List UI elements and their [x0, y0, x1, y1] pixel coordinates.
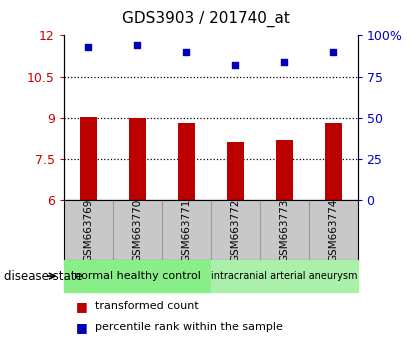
- Text: GSM663772: GSM663772: [230, 198, 240, 262]
- Text: GSM663774: GSM663774: [328, 198, 338, 262]
- Bar: [226, 142, 244, 200]
- Text: intracranial arterial aneurysm: intracranial arterial aneurysm: [211, 271, 357, 281]
- Bar: [210, 260, 358, 292]
- Point: [330, 49, 336, 55]
- Text: normal healthy control: normal healthy control: [74, 271, 201, 281]
- Text: ■: ■: [76, 300, 88, 313]
- Text: ■: ■: [76, 321, 88, 334]
- Point: [183, 49, 189, 55]
- Bar: [80, 117, 97, 200]
- Text: GSM663769: GSM663769: [83, 198, 93, 262]
- Text: percentile rank within the sample: percentile rank within the sample: [95, 322, 282, 332]
- Text: GSM663771: GSM663771: [181, 198, 191, 262]
- Bar: [129, 118, 146, 200]
- Text: GSM663773: GSM663773: [279, 198, 289, 262]
- Text: GDS3903 / 201740_at: GDS3903 / 201740_at: [122, 11, 289, 27]
- Text: disease state: disease state: [4, 270, 83, 282]
- Point: [85, 44, 92, 50]
- Point: [281, 59, 287, 64]
- Point: [232, 62, 238, 68]
- Point: [134, 42, 141, 48]
- Text: transformed count: transformed count: [95, 301, 198, 311]
- Bar: [275, 140, 293, 200]
- Bar: [178, 122, 195, 200]
- Bar: [325, 123, 342, 200]
- Bar: [64, 260, 210, 292]
- Text: GSM663770: GSM663770: [132, 199, 142, 262]
